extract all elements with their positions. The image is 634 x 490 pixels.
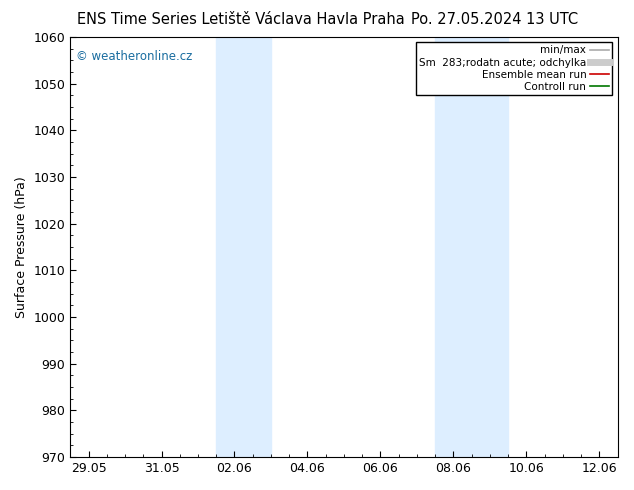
Bar <box>216 37 271 457</box>
Text: Po. 27.05.2024 13 UTC: Po. 27.05.2024 13 UTC <box>411 12 578 27</box>
Text: © weatheronline.cz: © weatheronline.cz <box>76 50 192 63</box>
Legend: min/max, Sm  283;rodatn acute; odchylka, Ensemble mean run, Controll run: min/max, Sm 283;rodatn acute; odchylka, … <box>416 42 612 95</box>
Text: ENS Time Series Letiště Václava Havla Praha: ENS Time Series Letiště Václava Havla Pr… <box>77 12 404 27</box>
Y-axis label: Surface Pressure (hPa): Surface Pressure (hPa) <box>15 176 28 318</box>
Bar <box>435 37 508 457</box>
